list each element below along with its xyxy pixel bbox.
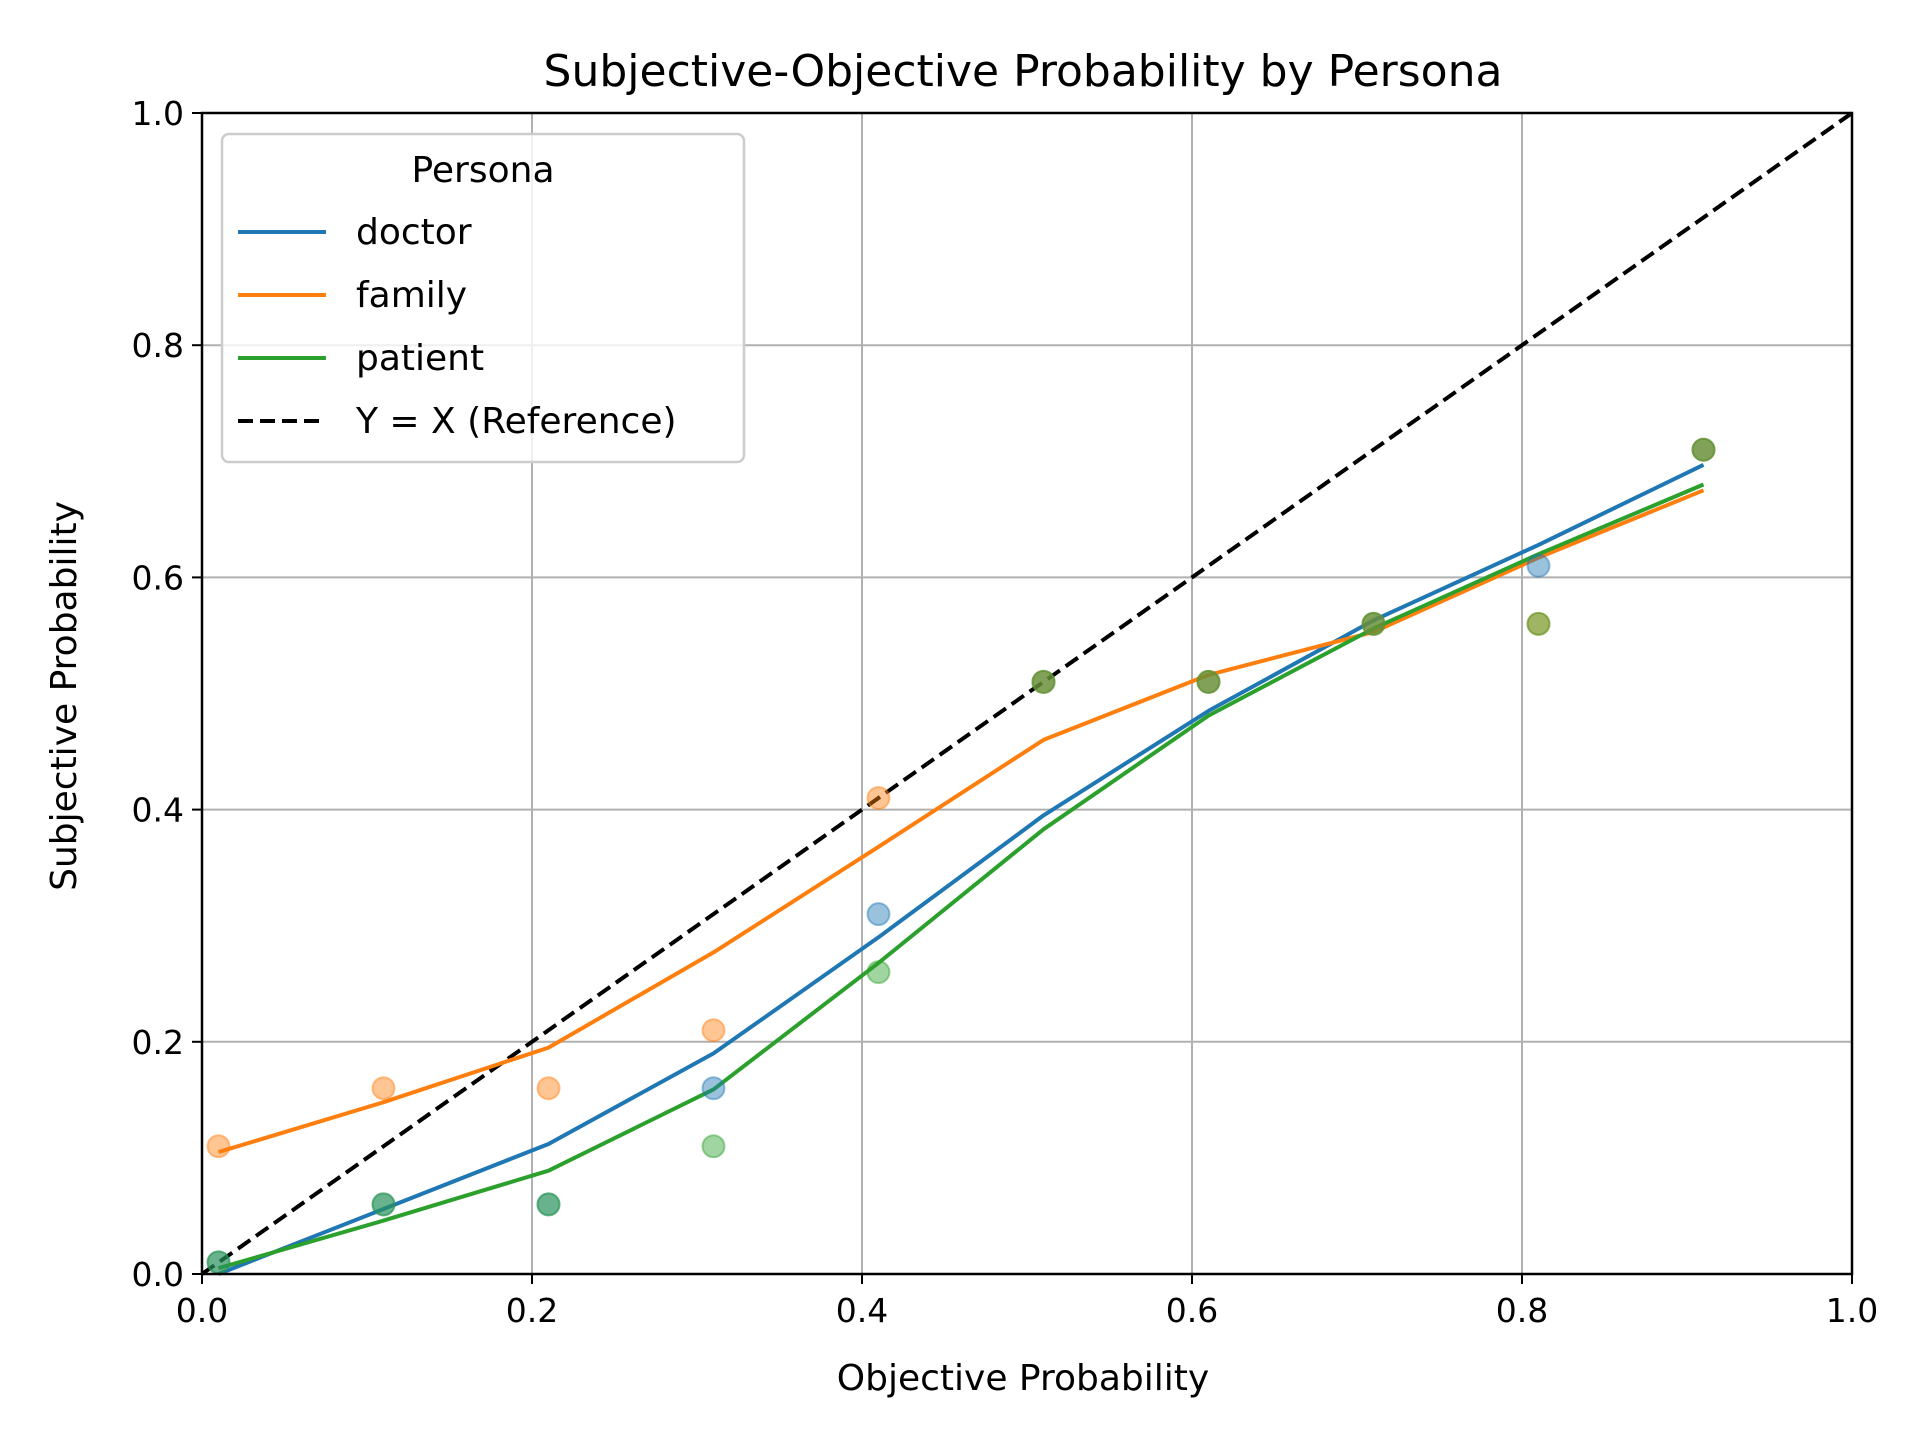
patient-point xyxy=(206,1250,231,1275)
doctor-fit-line xyxy=(217,463,1705,1276)
patient-point xyxy=(536,1192,561,1217)
y-axis-label: Subjective Probability xyxy=(44,501,85,891)
family-point xyxy=(1196,669,1221,694)
doctor-point xyxy=(1031,669,1056,694)
doctor-point xyxy=(371,1192,396,1217)
family-point xyxy=(1691,437,1716,462)
x-tick-label: 1.0 xyxy=(1826,1291,1878,1330)
y-tick-label: 0.6 xyxy=(132,558,184,597)
family-point xyxy=(206,1134,231,1159)
legend-label: doctor xyxy=(356,212,472,253)
y-tick-label: 0.2 xyxy=(132,1023,184,1062)
x-tick-label: 0.6 xyxy=(1166,1291,1218,1330)
patient-point xyxy=(866,960,891,985)
legend-label: patient xyxy=(356,338,484,379)
y-tick-label: 0.0 xyxy=(132,1255,184,1294)
patient-point xyxy=(371,1192,396,1217)
patient-point xyxy=(1526,611,1551,636)
doctor-point xyxy=(536,1192,561,1217)
patient-point xyxy=(701,1134,726,1159)
family-point xyxy=(1031,669,1056,694)
y-tick-label: 0.4 xyxy=(132,791,184,830)
doctor-point xyxy=(1691,437,1716,462)
legend: Persona doctor family patient Y = X (Refere… xyxy=(220,132,746,464)
patient-point xyxy=(1361,611,1386,636)
x-tick-label: 0.4 xyxy=(836,1291,888,1330)
y-tick-label: 0.8 xyxy=(132,326,184,365)
doctor-point xyxy=(1526,553,1551,578)
plot-frame xyxy=(200,111,1854,1276)
family-point xyxy=(866,785,891,810)
family-point xyxy=(1361,611,1386,636)
x-tick-label: 0.2 xyxy=(506,1291,558,1330)
y-tick-label: 1.0 xyxy=(132,94,184,133)
family-point xyxy=(1526,611,1551,636)
x-tick-label: 0.0 xyxy=(176,1291,228,1330)
legend-box xyxy=(220,132,746,464)
patient-fit-line xyxy=(217,482,1705,1271)
family-fit-line xyxy=(217,488,1705,1155)
ticks-layer: 0.0 0.2 0.4 0.6 0.8 1.0 0.0 0.2 0.4 0.6 0.8 1.0 xyxy=(132,94,1879,1330)
fit-line-layer xyxy=(217,463,1705,1276)
family-point xyxy=(701,1018,726,1043)
x-axis-label: Objective Probability xyxy=(837,1358,1209,1399)
x-tick-label: 0.8 xyxy=(1496,1291,1548,1330)
family-point xyxy=(371,1076,396,1101)
doctor-point xyxy=(866,902,891,927)
family-point xyxy=(536,1076,561,1101)
legend-title: Persona xyxy=(411,150,554,191)
reference-line xyxy=(200,111,1854,1276)
doctor-point xyxy=(1361,611,1386,636)
patient-point xyxy=(1691,437,1716,462)
legend-entries: doctor family patient Y = X (Reference) xyxy=(238,212,677,442)
patient-point xyxy=(1031,669,1056,694)
doctor-point xyxy=(701,1076,726,1101)
chart-title: Subjective-Objective Probability by Pers… xyxy=(544,46,1503,97)
reference-layer xyxy=(200,111,1854,1276)
doctor-point xyxy=(1196,669,1221,694)
patient-point xyxy=(1196,669,1221,694)
legend-label: family xyxy=(356,275,467,316)
legend-label: Y = X (Reference) xyxy=(355,401,677,442)
scatter-points-layer xyxy=(206,437,1716,1275)
